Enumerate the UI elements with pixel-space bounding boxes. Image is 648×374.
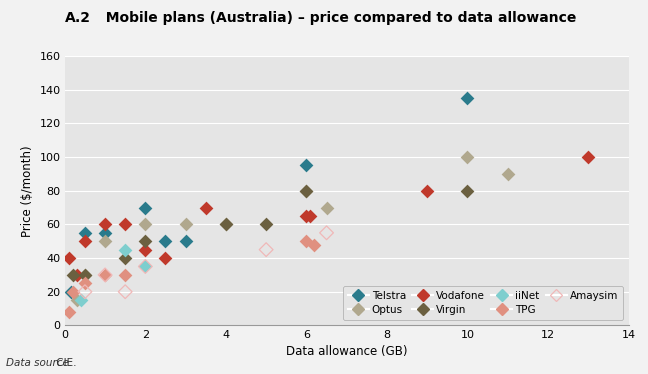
Point	[72, 272, 82, 278]
Point	[67, 289, 78, 295]
Y-axis label: Price ($/month): Price ($/month)	[21, 145, 34, 236]
Point	[180, 238, 191, 244]
Point	[80, 230, 90, 236]
Point	[64, 309, 74, 315]
Point	[120, 255, 130, 261]
Point	[301, 188, 312, 194]
Point	[100, 272, 110, 278]
Point	[140, 263, 150, 269]
Point	[140, 238, 150, 244]
Point	[583, 154, 594, 160]
Point	[305, 213, 316, 219]
Point	[321, 230, 332, 236]
Point	[201, 205, 211, 211]
Point	[261, 247, 272, 253]
Point	[462, 188, 472, 194]
Point	[422, 188, 432, 194]
Point	[462, 95, 472, 101]
Point	[301, 213, 312, 219]
Point	[221, 221, 231, 227]
Point	[65, 289, 76, 295]
Point	[100, 272, 110, 278]
Point	[462, 154, 472, 160]
Point	[140, 247, 150, 253]
X-axis label: Data allowance (GB): Data allowance (GB)	[286, 345, 408, 358]
Point	[80, 272, 90, 278]
Point	[67, 272, 78, 278]
Point	[100, 230, 110, 236]
Point	[321, 205, 332, 211]
Point	[72, 297, 82, 303]
Point	[309, 242, 319, 248]
Legend: Telstra, Optus, Vodafone, Virgin, iiNet, TPG, Amaysim, : Telstra, Optus, Vodafone, Virgin, iiNet,…	[343, 286, 623, 320]
Point	[180, 221, 191, 227]
Text: Data source:: Data source:	[6, 358, 73, 368]
Point	[140, 221, 150, 227]
Text: CIE.: CIE.	[53, 358, 76, 368]
Point	[100, 221, 110, 227]
Point	[301, 238, 312, 244]
Text: A.2: A.2	[65, 11, 91, 25]
Point	[301, 188, 312, 194]
Point	[160, 255, 170, 261]
Point	[100, 238, 110, 244]
Point	[160, 238, 170, 244]
Point	[140, 263, 150, 269]
Point	[80, 272, 90, 278]
Point	[120, 221, 130, 227]
Point	[503, 171, 513, 177]
Point	[120, 289, 130, 295]
Point	[261, 221, 272, 227]
Point	[80, 238, 90, 244]
Point	[64, 255, 74, 261]
Point	[76, 297, 86, 303]
Point	[140, 205, 150, 211]
Text: Mobile plans (Australia) – price compared to data allowance: Mobile plans (Australia) – price compare…	[96, 11, 576, 25]
Point	[120, 247, 130, 253]
Point	[120, 272, 130, 278]
Point	[80, 289, 90, 295]
Point	[80, 280, 90, 286]
Point	[301, 162, 312, 168]
Point	[221, 221, 231, 227]
